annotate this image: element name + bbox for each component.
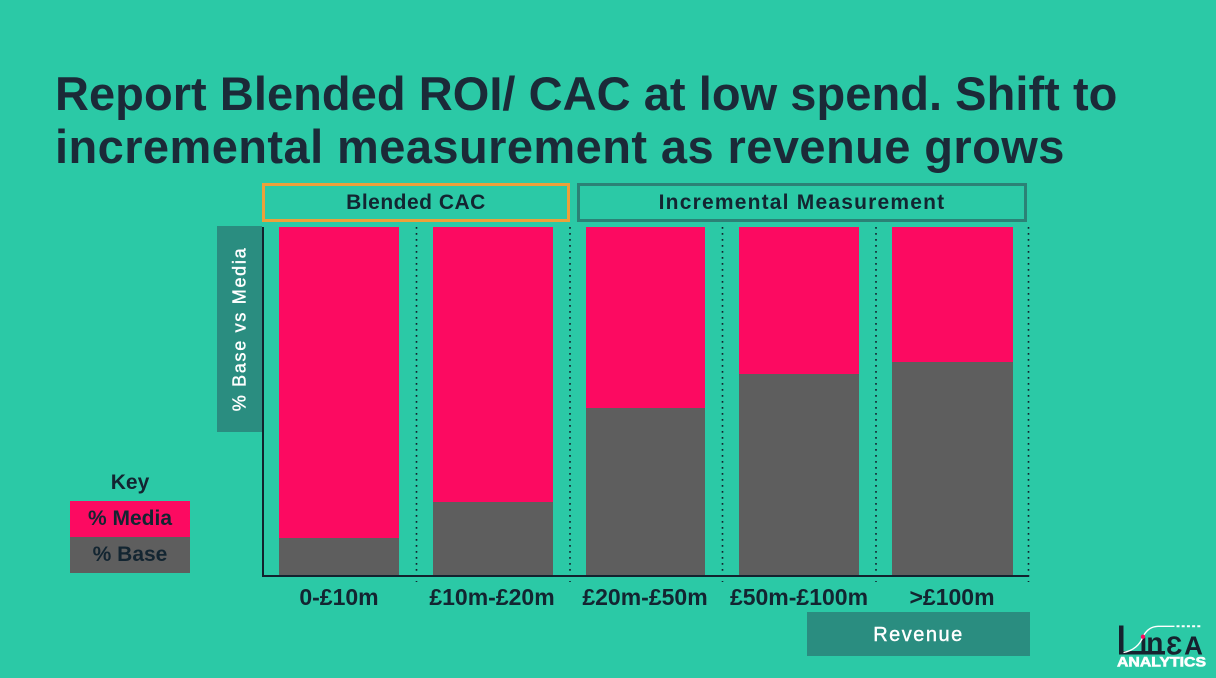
svg-text:ƐA: ƐA bbox=[1166, 631, 1205, 661]
svg-text:ANALYTICS: ANALYTICS bbox=[1117, 655, 1206, 670]
svg-text:ın: ın bbox=[1140, 627, 1163, 658]
